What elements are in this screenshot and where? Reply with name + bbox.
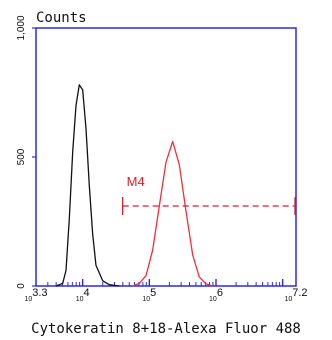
x-tick-base: 10: [142, 296, 150, 303]
y-tick-label: 1,000: [16, 15, 27, 40]
plot-frame: [35, 27, 297, 287]
x-tick-base: 10: [284, 296, 292, 303]
chart-title: Counts: [36, 10, 87, 26]
x-tick-exponent: 4: [84, 287, 90, 299]
x-tick-exponent: 5: [150, 287, 156, 299]
x-tick-label: 106: [209, 287, 223, 303]
y-tick-label: 500: [16, 148, 27, 165]
x-axis-label: Cytokeratin 8+18-Alexa Fluor 488: [31, 321, 301, 337]
x-tick-label: 107.2: [284, 287, 307, 303]
x-tick-exponent: 6: [217, 287, 223, 299]
x-tick-base: 10: [76, 296, 84, 303]
x-tick-base: 10: [24, 296, 32, 303]
x-tick-label: 104: [76, 287, 90, 303]
series-0-line: [55, 84, 120, 287]
x-tick-label: 105: [142, 287, 156, 303]
series-1-line: [132, 140, 213, 287]
marker-label: M4: [127, 174, 145, 189]
x-tick-exponent: 7.2: [292, 287, 307, 299]
y-tick-label: 0: [16, 283, 27, 289]
annotation-layer: M4: [122, 174, 296, 216]
x-tick-label: 103.3: [24, 287, 47, 303]
y-axis: 0 500 1,000: [16, 15, 36, 289]
x-tick-base: 10: [209, 296, 217, 303]
series-layer: [55, 84, 213, 287]
x-tick-exponent: 3.3: [32, 287, 47, 299]
